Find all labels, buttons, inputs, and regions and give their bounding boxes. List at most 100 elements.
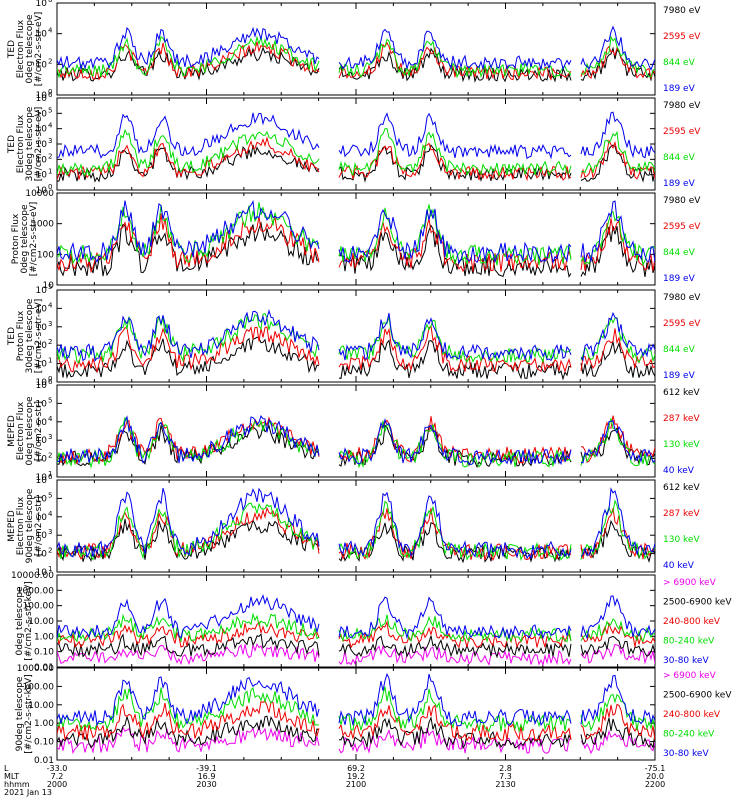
panel-frame [56,2,656,96]
y-tick-label: 10 [36,436,48,446]
series-line [57,612,655,644]
y-axis-label: [#/cm2-s-str] [34,496,44,556]
y-tick-exponent: 1 [48,565,52,573]
series-line [57,128,655,178]
legend-label: 2595 eV [663,32,701,42]
footer-value: 2100 [346,780,366,789]
series-line [57,336,655,381]
legend-label: 189 eV [663,179,696,189]
y-axis-label: [#/cm2-s-str-eV] [29,202,39,277]
y-tick-exponent: 3 [48,433,52,441]
y-tick-label: 10 [36,323,48,333]
y-tick-label: 10 [36,94,48,104]
series-line [57,700,655,742]
y-tick-label: 1000.00 [17,664,54,674]
series-line [57,642,655,667]
footer-row-label: MLT [4,772,19,781]
y-tick-label: 10000.00 [11,571,54,581]
legend-label: 7980 eV [663,293,701,303]
panel-7: 0.01 0.10 1.00 10.00 100.00 1000.00 10000.00 0d… [11,571,732,673]
y-tick-exponent: 4 [48,27,53,35]
y-tick-exponent: 4 [48,122,53,130]
y-axis-label: TED [7,327,17,346]
y-tick-label: 100.00 [23,682,55,692]
footer-value: 7.2 [51,772,64,781]
legend-label: 189 eV [663,274,696,284]
legend-label: 189 eV [663,371,696,381]
y-tick-exponent: 6 [48,91,53,99]
series-line [57,25,655,71]
y-tick-label: 10 [36,455,48,465]
y-tick-label: 0.01 [34,663,54,673]
y-tick-exponent: 2 [48,338,52,346]
y-tick-label: 10 [36,418,48,428]
y-axis-label: [#/cm2-s-str-keV] [24,581,34,660]
y-tick-exponent: 6 [48,378,53,386]
legend-label: 30-80 keV [663,749,709,759]
legend-label: 844 eV [663,58,696,68]
legend-label: 287 keV [663,414,700,424]
y-axis-label: 90deg telescope [25,488,35,563]
footer-value: 69.2 [347,764,365,773]
panel-3: 10 100 1000 10000 Proton Flux 0deg telescope[… [11,189,701,291]
legend-label: 844 eV [663,248,696,258]
y-tick-label: 10 [36,91,48,101]
y-tick-exponent: 2 [48,452,52,460]
y-tick-label: 10 [36,125,48,135]
footer-value: 19.2 [347,772,365,781]
legend-label: 80-240 keV [663,637,715,647]
y-tick-label: 10 [36,513,48,523]
footer-value: 2200 [645,780,665,789]
series-line [57,309,655,362]
y-tick-exponent: 5 [48,283,52,291]
legend-label: 844 eV [663,345,696,355]
footer-value: 7.3 [499,772,512,781]
y-axis-label: 0deg telescope [25,396,35,466]
footer-value: 2130 [495,780,515,789]
y-axis-label: Proton Flux [16,310,26,361]
series-line [57,487,655,560]
y-tick-label: 10 [36,568,48,578]
y-tick-exponent: 4 [48,301,53,309]
series-line [57,620,655,649]
y-tick-label: 10000 [25,189,54,199]
legend-label: 7980 eV [663,6,701,16]
y-axis-label: TED [7,135,17,154]
y-tick-label: 100.00 [23,602,55,612]
y-axis-label: 0deg telescope [15,586,25,656]
y-axis-label: Proton Flux [11,213,21,264]
y-tick-label: 1.00 [34,719,54,729]
legend-label: 2500-6900 keV [663,598,732,608]
series-line [57,415,655,466]
y-tick-label: 10 [36,399,48,409]
panel-frame [56,192,656,286]
footer-row-label: hhmm [4,780,30,789]
y-axis-label: MEPED [7,510,17,542]
y-tick-label: 10 [36,473,48,483]
y-tick-exponent: 4 [48,415,53,423]
y-tick-label: 10 [36,494,48,504]
y-axis-label: Electron Flux [16,19,26,78]
legend-label: 2500-6900 keV [663,691,732,701]
y-tick-label: 10 [36,531,48,541]
y-tick-label: 0.10 [34,648,54,658]
y-tick-label: 10 [43,281,55,291]
y-tick-label: 10 [36,360,48,370]
y-tick-label: 10 [36,304,48,314]
legend-label: 130 keV [663,440,700,450]
y-axis-label: 90deg telescope [15,676,25,751]
panel-frame [56,384,656,478]
y-tick-label: 1000 [31,220,54,230]
footer-value: -75.1 [645,764,666,773]
y-tick-exponent: 3 [48,320,52,328]
legend-label: 2595 eV [663,127,701,137]
y-tick-label: 10 [36,60,48,70]
y-tick-label: 10 [36,186,48,196]
y-tick-exponent: 5 [48,491,52,499]
y-axis-label: 0deg telescope [25,14,35,84]
